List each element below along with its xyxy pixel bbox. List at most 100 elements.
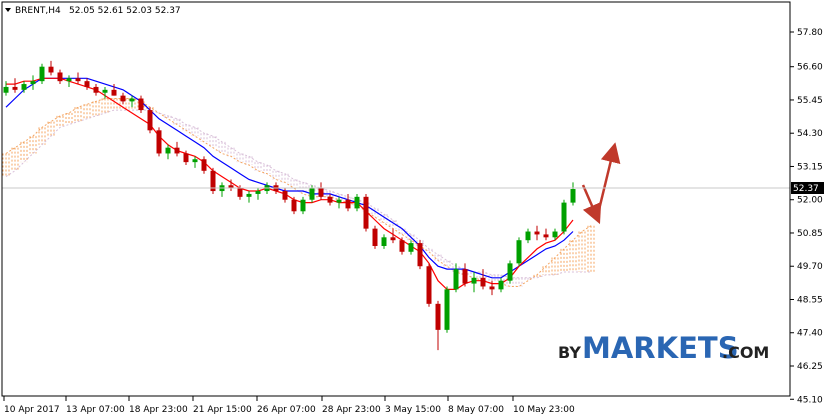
candle-body [382, 237, 387, 246]
current-price-label: 52.37 [793, 184, 819, 194]
candle-body [427, 266, 432, 304]
candle [517, 237, 522, 266]
candle-body [193, 159, 198, 162]
candle [148, 107, 153, 133]
ohlc-header: 52.05 52.61 52.03 52.37 [69, 6, 181, 16]
candle-body [22, 84, 27, 90]
y-tick-label: 50.85 [797, 229, 823, 239]
candle [40, 64, 45, 84]
candle-body [562, 203, 567, 232]
x-tick-label: 10 Apr 2017 [4, 405, 60, 415]
candle-body [247, 194, 252, 197]
x-tick-label: 18 Apr 23:00 [129, 405, 188, 415]
candle-body [148, 110, 153, 130]
candle-body [139, 99, 144, 111]
price-label-badge: 52.37 [791, 182, 824, 194]
candle-body [571, 189, 576, 203]
x-tick-label: 13 Apr 07:00 [66, 405, 125, 415]
x-tick-label: 3 May 15:00 [385, 405, 441, 415]
candle [157, 127, 162, 156]
y-tick-label: 53.15 [797, 162, 823, 172]
candle-body [517, 240, 522, 263]
candle-body [301, 200, 306, 212]
candle-body [31, 81, 36, 84]
y-tick-label: 57.80 [797, 28, 823, 38]
candle-body [130, 99, 135, 102]
candle-body [526, 232, 531, 241]
candle-body [283, 191, 288, 200]
y-tick-label: 46.25 [797, 362, 823, 372]
candle-body [553, 232, 558, 238]
candle-body [40, 67, 45, 81]
candle-body [346, 200, 351, 209]
candle-body [400, 240, 405, 252]
candle-body [535, 232, 540, 235]
candle-body [292, 200, 297, 212]
watermark-brand: MARKETS [582, 331, 739, 365]
candle-body [58, 72, 63, 81]
candle-body [310, 188, 315, 200]
chart-header: BRENT,H4 52.05 52.61 52.03 52.37 [5, 6, 181, 16]
candle-body [202, 159, 207, 171]
candle-body [499, 281, 504, 290]
candle-body [256, 191, 261, 194]
y-tick-label: 52.00 [797, 196, 823, 206]
y-tick-label: 55.45 [797, 96, 823, 106]
candle-body [490, 286, 495, 289]
x-tick-label: 8 May 07:00 [448, 405, 504, 415]
x-tick-label: 28 Apr 23:00 [322, 405, 381, 415]
candle-body [544, 234, 549, 237]
candle [364, 194, 369, 232]
candle-body [175, 148, 180, 154]
y-tick-label: 56.60 [797, 63, 823, 73]
candle-body [85, 81, 90, 87]
candle-body [13, 87, 18, 90]
candle-body [112, 90, 117, 96]
candle-body [319, 188, 324, 197]
candle-body [373, 229, 378, 246]
candle-body [157, 130, 162, 153]
y-tick-label: 49.70 [797, 262, 823, 272]
candle-body [364, 197, 369, 229]
candle [211, 168, 216, 194]
candle-body [238, 188, 243, 197]
candle-body [337, 200, 342, 203]
symbol-header: BRENT,H4 [15, 6, 61, 16]
candle-body [508, 263, 513, 280]
y-tick-label: 47.40 [797, 329, 823, 339]
candle-body [76, 78, 81, 81]
candle [445, 286, 450, 332]
candle-body [121, 96, 126, 102]
candle-body [49, 67, 54, 73]
candle [427, 263, 432, 306]
candle-body [391, 237, 396, 240]
candle-body [436, 304, 441, 330]
y-tick-label: 45.10 [797, 395, 823, 405]
candle-body [409, 243, 414, 252]
candle-body [184, 153, 189, 162]
x-tick-label: 26 Apr 07:00 [257, 405, 316, 415]
x-tick-label: 10 May 23:00 [513, 405, 575, 415]
candle-body [445, 289, 450, 329]
candle-body [463, 269, 468, 283]
candle-body [355, 197, 360, 209]
candle [373, 226, 378, 249]
candle-body [472, 278, 477, 284]
watermark-suffix: .COM [722, 343, 769, 362]
candle [418, 240, 423, 269]
watermark: BY MARKETS .COM [558, 331, 769, 365]
candle-body [328, 197, 333, 203]
candle-body [481, 278, 486, 287]
candle-body [418, 243, 423, 266]
y-tick-label: 54.30 [797, 129, 823, 139]
y-tick-label: 48.55 [797, 295, 823, 305]
candle-body [94, 87, 99, 93]
candle [508, 260, 513, 283]
candle-body [454, 269, 459, 289]
candle-body [103, 90, 108, 93]
candle-body [4, 87, 9, 93]
candle-body [67, 78, 72, 81]
watermark-prefix: BY [558, 343, 581, 362]
candle [562, 200, 567, 235]
